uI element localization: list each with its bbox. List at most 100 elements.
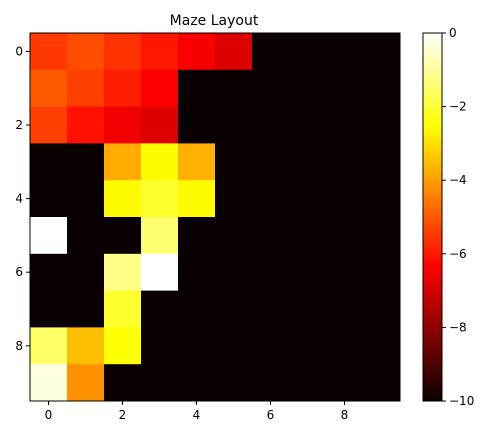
colorbar-tick-label: −6 bbox=[449, 247, 467, 261]
heatmap-cell bbox=[289, 180, 327, 218]
heatmap-cell bbox=[252, 143, 290, 181]
y-tick-label: 8 bbox=[15, 339, 23, 353]
heatmap-cell bbox=[104, 106, 142, 144]
heatmap-cell bbox=[67, 180, 105, 218]
heatmap-cell bbox=[289, 364, 327, 402]
heatmap-cell bbox=[141, 290, 179, 328]
heatmap-cell bbox=[363, 364, 401, 402]
heatmap-cell bbox=[178, 143, 216, 181]
heatmap-cell bbox=[141, 69, 179, 108]
heatmap-cell bbox=[104, 217, 142, 255]
heatmap-cell bbox=[30, 253, 68, 292]
heatmap-cell bbox=[30, 106, 68, 144]
heatmap-cell bbox=[30, 143, 68, 181]
heatmap-cell bbox=[215, 253, 253, 292]
heatmap-cell bbox=[326, 69, 364, 108]
heatmap-cell bbox=[104, 33, 142, 71]
heatmap-cell bbox=[326, 143, 364, 181]
heatmap-cell bbox=[104, 290, 142, 328]
heatmap-cell bbox=[141, 327, 179, 365]
heatmap-cell bbox=[252, 106, 290, 144]
colorbar: 0 −2 −4 −6 −8 −10 bbox=[422, 26, 474, 408]
heatmap-cell bbox=[215, 143, 253, 181]
chart-title: Maze Layout bbox=[170, 13, 259, 29]
heatmap-cell bbox=[215, 69, 253, 108]
heatmap-cell bbox=[141, 180, 179, 218]
heatmap-cell bbox=[178, 364, 216, 402]
x-tick-label: 6 bbox=[267, 408, 275, 422]
heatmap-cell bbox=[215, 217, 253, 255]
heatmap-cell bbox=[252, 217, 290, 255]
colorbar-tick-label: 0 bbox=[449, 26, 457, 40]
heatmap-cell bbox=[67, 33, 105, 71]
heatmap-cell bbox=[326, 290, 364, 328]
heatmap-cell bbox=[215, 33, 253, 71]
heatmap-cell bbox=[178, 69, 216, 108]
heatmap-cell bbox=[141, 143, 179, 181]
heatmap-cell bbox=[326, 217, 364, 255]
heatmap-cell bbox=[178, 33, 216, 71]
heatmap-cell bbox=[104, 327, 142, 365]
heatmap-cell bbox=[252, 180, 290, 218]
heatmap-cell bbox=[289, 290, 327, 328]
heatmap-cell bbox=[104, 143, 142, 181]
heatmap-cell bbox=[326, 33, 364, 71]
colorbar-tick-label: −2 bbox=[449, 100, 467, 114]
colorbar-tick-label: −8 bbox=[449, 320, 467, 334]
heatmap-cell bbox=[30, 327, 68, 365]
x-tick-label: 2 bbox=[119, 408, 127, 422]
heatmap-cell bbox=[363, 69, 401, 108]
heatmap-cell bbox=[67, 290, 105, 328]
heatmap-cell bbox=[326, 180, 364, 218]
heatmap-cell bbox=[252, 33, 290, 71]
heatmap-cell bbox=[178, 253, 216, 292]
heatmap-cell bbox=[289, 327, 327, 365]
heatmap-cell bbox=[67, 253, 105, 292]
heatmap-cell bbox=[363, 253, 401, 292]
x-tick-label: 8 bbox=[341, 408, 349, 422]
heatmap-cell bbox=[30, 33, 68, 71]
heatmap-cell bbox=[104, 180, 142, 218]
heatmap-cell bbox=[30, 364, 68, 402]
heatmap-cell bbox=[141, 217, 179, 255]
heatmap-cell bbox=[67, 327, 105, 365]
colorbar-tick-label: −10 bbox=[449, 394, 474, 408]
heatmap-cell bbox=[363, 33, 401, 71]
heatmap-cell bbox=[252, 69, 290, 108]
heatmap-cell bbox=[326, 364, 364, 402]
y-tick-label: 2 bbox=[15, 118, 23, 132]
heatmap-cell bbox=[326, 106, 364, 144]
heatmap-cell bbox=[141, 106, 179, 144]
heatmap-cell bbox=[289, 106, 327, 144]
heatmap-cell bbox=[104, 69, 142, 108]
heatmap-cell bbox=[252, 327, 290, 365]
heatmap-cell bbox=[289, 69, 327, 108]
heatmap-cell bbox=[363, 327, 401, 365]
heatmap-cell bbox=[178, 327, 216, 365]
heatmap-cell bbox=[326, 253, 364, 292]
y-axis: 0 2 4 6 8 bbox=[15, 44, 30, 353]
heatmap-cell bbox=[67, 69, 105, 108]
heatmap-cell bbox=[289, 253, 327, 292]
heatmap-cell bbox=[289, 143, 327, 181]
heatmap-cell bbox=[363, 180, 401, 218]
heatmap-cell bbox=[252, 253, 290, 292]
y-tick-label: 0 bbox=[15, 44, 23, 58]
heatmap-cell bbox=[215, 290, 253, 328]
heatmap-cell bbox=[67, 217, 105, 255]
heatmap-cell bbox=[289, 33, 327, 71]
heatmap-cell bbox=[67, 106, 105, 144]
heatmap-cell bbox=[252, 290, 290, 328]
y-tick-label: 4 bbox=[15, 192, 23, 206]
y-tick-label: 6 bbox=[15, 265, 23, 279]
colorbar-gradient bbox=[422, 32, 443, 402]
heatmap-cell bbox=[363, 143, 401, 181]
heatmap-cell bbox=[178, 290, 216, 328]
heatmap-cell bbox=[30, 290, 68, 328]
heatmap-cell bbox=[67, 143, 105, 181]
heatmap-cell bbox=[178, 180, 216, 218]
heatmap-cell bbox=[289, 217, 327, 255]
heatmap-cell bbox=[30, 69, 68, 108]
heatmap-cell bbox=[30, 180, 68, 218]
